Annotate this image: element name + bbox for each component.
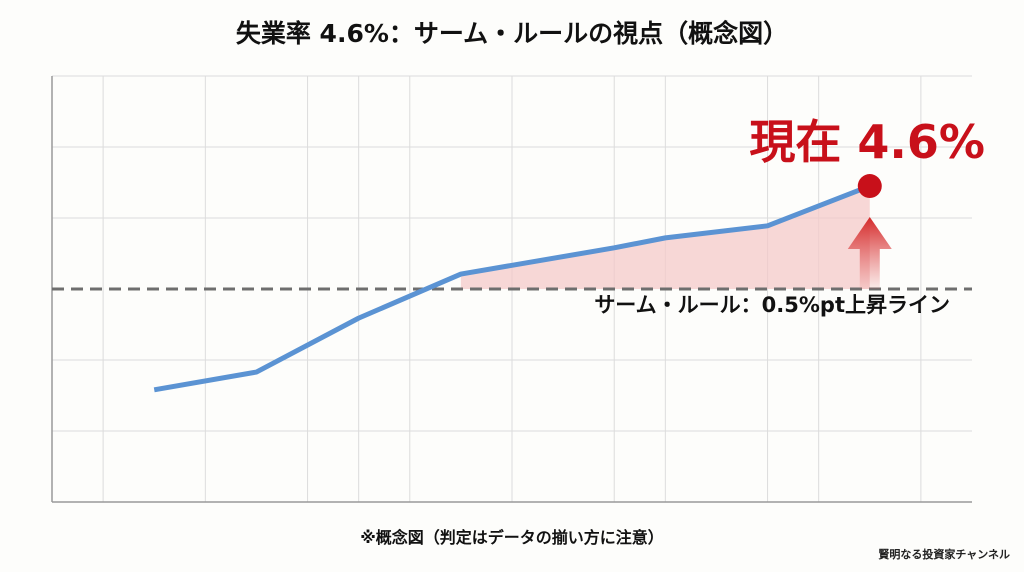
current-point [857, 174, 882, 199]
current-value-label: 現在 4.6% [749, 115, 985, 169]
excess-area [460, 186, 870, 289]
chart-title: 失業率 4.6%：サーム・ルールの視点（概念図） [235, 19, 789, 48]
series-line [153, 183, 871, 393]
channel-brand: 賢明なる投資家チャンネル [878, 548, 1010, 561]
up-arrow-icon [847, 217, 892, 289]
chart-note: ※概念図（判定はデータの揃い方に注意） [360, 528, 664, 547]
threshold-label: サーム・ルール：0.5%pt上昇ライン [594, 293, 950, 317]
